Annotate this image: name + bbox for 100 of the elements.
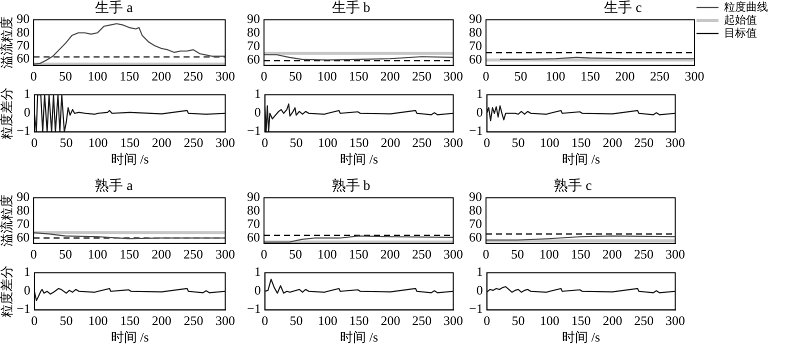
x-tick-label: 150 (120, 68, 140, 84)
y-axis-title: 粒度差分 (0, 265, 14, 318)
x-axis-title: 时间 /s (340, 152, 378, 167)
y-tick-label: 90 (16, 189, 30, 204)
x-tick-label: 250 (184, 246, 204, 262)
y-tick-label: 0 (24, 104, 30, 120)
legend-label: 起始值 (724, 14, 757, 26)
x-tick-label: 50 (512, 313, 525, 328)
x-tick-label: 200 (152, 246, 172, 262)
y-tick-label: −1 (468, 301, 483, 316)
chart-title: 熟手 a (95, 178, 134, 194)
x-tick-label: 200 (602, 135, 622, 150)
y-tick-label: 80 (469, 202, 482, 218)
x-tick-label: 150 (348, 246, 368, 262)
y-tick-label: 60 (247, 229, 260, 244)
x-tick-label: 200 (380, 246, 400, 262)
x-tick-label: 200 (380, 68, 400, 84)
y-tick-label: 1 (476, 86, 483, 102)
y-tick-label: 80 (16, 24, 30, 40)
x-tick-label: 300 (216, 135, 235, 150)
x-axis-title: 时间 /s (110, 330, 149, 345)
y-tick-label: 70 (469, 216, 482, 232)
y-tick-label: 90 (469, 189, 482, 204)
x-tick-label: 100 (88, 135, 108, 150)
x-axis-title: 时间 /s (562, 330, 600, 345)
y-tick-label: 0 (24, 282, 30, 298)
x-tick-label: 200 (380, 135, 400, 150)
x-tick-label: 250 (650, 68, 670, 84)
y-axis-title: 溢流粒度 (0, 194, 14, 247)
x-tick-label: 50 (59, 68, 72, 84)
y-tick-label: −1 (246, 301, 261, 316)
x-tick-label: 300 (666, 135, 685, 150)
y-tick-label: 60 (469, 51, 482, 66)
y-tick-label: 1 (24, 86, 30, 102)
y-tick-label: 0 (254, 104, 261, 120)
y-tick-label: 90 (16, 11, 30, 26)
x-tick-label: 100 (317, 68, 337, 84)
x-tick-label: 300 (444, 313, 463, 328)
x-tick-label: 250 (634, 246, 654, 262)
x-tick-label: 100 (318, 313, 338, 328)
x-tick-label: 300 (684, 68, 704, 84)
y-tick-label: 70 (247, 38, 260, 54)
y-tick-label: 60 (16, 50, 30, 66)
x-tick-label: 100 (88, 68, 108, 84)
y-tick-label: 60 (16, 229, 30, 244)
y-axis-title: 溢流粒度 (0, 16, 14, 69)
x-tick-label: 50 (290, 135, 303, 150)
x-tick-label: 100 (546, 68, 566, 84)
x-tick-label: 200 (602, 246, 622, 262)
x-tick-label: 100 (317, 246, 337, 262)
x-tick-label: 150 (571, 313, 591, 328)
x-tick-label: 50 (289, 68, 302, 84)
x-tick-label: 300 (216, 246, 235, 262)
x-tick-label: 250 (634, 313, 654, 328)
x-tick-label: 300 (444, 246, 463, 262)
x-tick-label: 100 (540, 135, 560, 150)
x-tick-label: 250 (184, 313, 204, 328)
y-tick-label: 0 (476, 104, 483, 120)
y-tick-label: 90 (247, 189, 260, 204)
x-tick-label: 250 (412, 68, 432, 84)
chart-title: 生手 a (95, 0, 134, 16)
x-tick-label: 150 (571, 135, 591, 150)
y-tick-label: 70 (16, 216, 30, 232)
x-tick-label: 150 (570, 246, 590, 262)
x-tick-label: 150 (580, 68, 600, 84)
x-tick-label: 300 (444, 68, 463, 84)
x-tick-label: 150 (120, 246, 140, 262)
x-tick-label: 300 (216, 68, 235, 84)
y-tick-label: −1 (468, 123, 483, 138)
y-tick-label: 90 (247, 11, 260, 26)
y-tick-label: 0 (254, 282, 261, 298)
y-tick-label: 90 (469, 11, 482, 26)
legend-label: 目标值 (724, 27, 757, 40)
x-tick-label: 250 (412, 246, 432, 262)
x-axis-title: 时间 /s (562, 152, 600, 167)
y-tick-label: −1 (246, 123, 261, 138)
x-tick-label: 200 (380, 313, 400, 328)
x-tick-label: 150 (348, 68, 368, 84)
y-tick-label: 0 (476, 282, 483, 298)
x-tick-label: 150 (120, 313, 140, 328)
x-tick-label: 250 (184, 68, 204, 84)
chart-title: 生手 b (332, 0, 370, 16)
x-tick-label: 300 (666, 246, 685, 262)
x-tick-label: 300 (666, 313, 685, 328)
legend-label: 粒度曲线 (724, 0, 768, 14)
x-axis-title: 时间 /s (340, 330, 378, 345)
x-tick-label: 250 (184, 135, 204, 150)
y-tick-label: 80 (469, 24, 482, 40)
x-tick-label: 50 (289, 246, 302, 262)
x-axis-title: 时间 /s (110, 152, 149, 167)
y-tick-label: 60 (469, 229, 482, 244)
x-tick-label: 250 (634, 135, 654, 150)
x-tick-label: 200 (152, 68, 172, 84)
x-tick-label: 50 (290, 313, 303, 328)
x-tick-label: 100 (318, 135, 338, 150)
x-tick-label: 150 (349, 313, 369, 328)
chart-title: 熟手 c (554, 178, 592, 194)
x-tick-label: 200 (615, 68, 635, 84)
y-tick-label: 1 (24, 264, 30, 280)
x-tick-label: 50 (512, 135, 525, 150)
